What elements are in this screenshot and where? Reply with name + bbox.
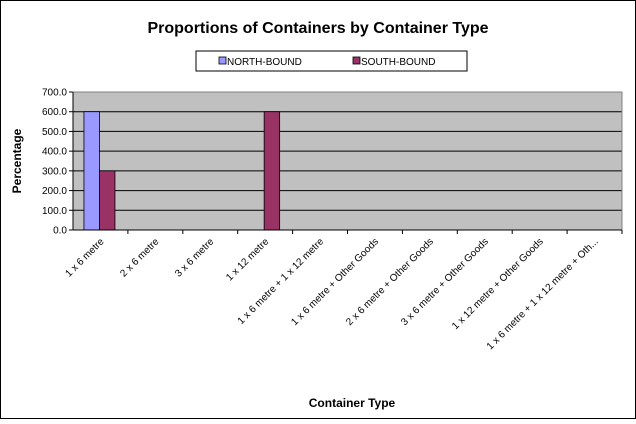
y-tick-label: 0.0 <box>53 226 67 237</box>
y-tick-label: 300.0 <box>42 166 67 177</box>
plot-background <box>73 92 622 230</box>
legend-swatch-north-bound <box>218 56 227 65</box>
y-tick-label: 100.0 <box>42 206 67 217</box>
legend: NORTH-BOUND SOUTH-BOUND <box>195 50 468 72</box>
legend-label-south-bound: SOUTH-BOUND <box>361 57 435 68</box>
axes <box>69 91 623 234</box>
bar-south-bound-1-x-6-metre <box>99 170 116 231</box>
y-tick-label: 400.0 <box>42 147 67 158</box>
bar-south-bound-1-x-12-metre <box>263 111 281 231</box>
legend-swatch-south-bound <box>352 56 361 65</box>
bar-north-bound-1-x-6-metre <box>83 111 100 231</box>
y-axis-label: Percentage <box>10 128 24 193</box>
y-tick-labels: 0.0 100.0 200.0 300.0 400.0 500.0 600.0 700.0 <box>42 88 67 237</box>
bars <box>83 111 281 231</box>
legend-box <box>195 50 468 72</box>
plot-area <box>73 91 622 230</box>
legend-label-north-bound: NORTH-BOUND <box>227 57 302 68</box>
y-tick-label: 600.0 <box>42 107 67 118</box>
y-tick-label: 200.0 <box>42 186 67 197</box>
x-axis-label: Container Type <box>309 396 396 410</box>
y-tick-label: 500.0 <box>42 127 67 138</box>
chart-title: Proportions of Containers by Container T… <box>147 20 488 37</box>
y-tick-label: 700.0 <box>42 88 67 99</box>
